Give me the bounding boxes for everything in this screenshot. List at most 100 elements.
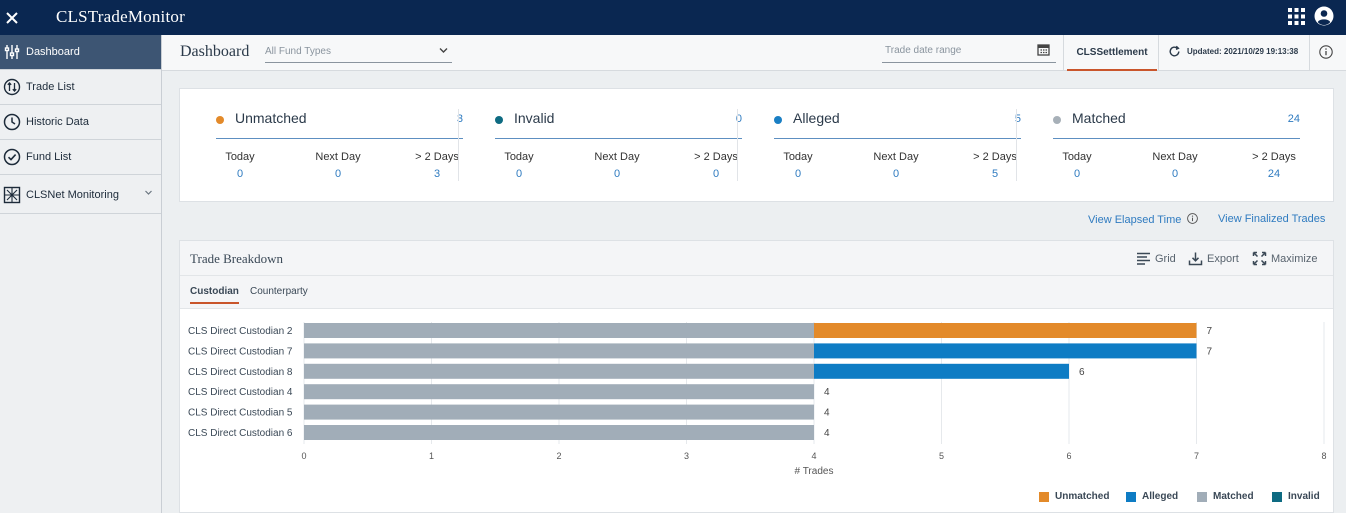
sidebar-item-fund-list[interactable]: Fund List (0, 140, 161, 175)
trade-date-range-input[interactable]: Trade date range (882, 42, 1056, 63)
stat-unmatched[interactable]: Unmatched 3 Today 0 Next Day 0 > 2 Days 3 (180, 89, 463, 201)
grid-label: Grid (1155, 252, 1176, 265)
stat-gt2-value[interactable]: 24 (1267, 168, 1281, 180)
panel-title: Trade Breakdown (190, 251, 284, 266)
tab-counterparty[interactable]: Counterparty (250, 286, 308, 297)
stat-today-value[interactable]: 0 (794, 168, 802, 180)
sidebar-item-label: Dashboard (26, 46, 80, 58)
stat-col-label: > 2 Days (973, 151, 1017, 163)
stat-invalid[interactable]: Invalid 0 Today 0 Next Day 0 > 2 Days 0 (459, 89, 742, 201)
stat-gt2: > 2 Days 3 (402, 151, 472, 180)
stat-count[interactable]: 0 (735, 113, 742, 125)
stat-gt2-value[interactable]: 5 (991, 168, 999, 180)
stat-count[interactable]: 5 (1014, 113, 1021, 125)
sidebar-item-label: Fund List (26, 151, 72, 163)
sliders-icon (4, 45, 20, 59)
stat-name: Unmatched (235, 110, 307, 126)
stat-col-label: Next Day (873, 151, 919, 163)
stat-today: Today 0 (205, 151, 275, 180)
info-icon[interactable] (1187, 213, 1199, 224)
stat-alleged[interactable]: Alleged 5 Today 0 Next Day 0 > 2 Days 5 (738, 89, 1021, 201)
stat-name: Alleged (793, 110, 840, 126)
status-summary-card: Unmatched 3 Today 0 Next Day 0 > 2 Days 3 I… (179, 88, 1334, 202)
legend-alleged[interactable]: Alleged (1126, 491, 1178, 502)
legend-matched[interactable]: Matched (1197, 491, 1254, 502)
stat-today: Today 0 (763, 151, 833, 180)
sidebar-item-historic-data[interactable]: Historic Data (0, 105, 161, 140)
refresh-icon[interactable] (1168, 45, 1181, 58)
maximize-icon (1252, 251, 1267, 266)
status-dot (216, 116, 224, 124)
stat-count[interactable]: 24 (1287, 113, 1300, 125)
elapsed-link-label: View Elapsed Time (1088, 214, 1182, 226)
stat-gt2-value[interactable]: 3 (433, 168, 441, 180)
sidebar-item-label: Historic Data (26, 116, 89, 128)
stat-today-value[interactable]: 0 (515, 168, 523, 180)
legend-invalid[interactable]: Invalid (1272, 491, 1320, 502)
view-elapsed-time-link[interactable]: View Elapsed Time (1088, 213, 1199, 226)
stat-next-day: Next Day 0 (303, 151, 373, 180)
maximize-button[interactable]: Maximize (1252, 251, 1317, 266)
stat-gt2-value[interactable]: 0 (712, 168, 720, 180)
user-account-icon[interactable] (1314, 6, 1334, 26)
info-icon[interactable] (1319, 45, 1333, 59)
stat-count[interactable]: 3 (456, 113, 463, 125)
breakdown-tabs: Custodian Counterparty (180, 276, 1333, 309)
stat-col-label: Today (504, 151, 534, 163)
stat-gt2: > 2 Days 5 (960, 151, 1030, 180)
close-icon[interactable] (3, 9, 21, 27)
sidebar-item-clsnet-monitoring[interactable]: CLSNet Monitoring (0, 176, 161, 214)
sidebar-item-label: CLSNet Monitoring (26, 188, 119, 201)
page-header: Dashboard All Fund Types Trade date rang… (162, 35, 1346, 71)
stat-next-day-value[interactable]: 0 (1171, 168, 1179, 180)
legend-swatch (1039, 491, 1049, 502)
page-title: Dashboard (180, 43, 250, 60)
divider (737, 109, 738, 181)
chevron-down-icon (439, 48, 448, 53)
legend-swatch (1272, 491, 1282, 502)
status-dot (1053, 116, 1061, 124)
stat-col-label: Today (783, 151, 813, 163)
download-icon (1188, 252, 1203, 266)
stat-next-day-value[interactable]: 0 (334, 168, 342, 180)
stat-next-day-value[interactable]: 0 (892, 168, 900, 180)
tab-cls-settlement[interactable]: CLSSettlement (1067, 35, 1157, 71)
chevron-down-icon[interactable] (144, 188, 153, 197)
stat-col-label: Next Day (1152, 151, 1198, 163)
sidebar: Dashboard Trade List Historic Data Fund … (0, 35, 162, 513)
stat-gt2: > 2 Days 24 (1239, 151, 1309, 180)
stat-name: Invalid (514, 110, 555, 126)
updated-status: Updated: 2021/10/29 19:13:38 (1168, 45, 1298, 58)
stat-next-day-value[interactable]: 0 (613, 168, 621, 180)
grid-button[interactable]: Grid (1136, 251, 1176, 266)
status-dot (774, 116, 782, 124)
fund-type-placeholder: All Fund Types (265, 46, 331, 57)
legend-unmatched[interactable]: Unmatched (1039, 491, 1109, 502)
network-icon (3, 186, 21, 203)
legend-swatch (1197, 491, 1207, 502)
top-bar: CLSTradeMonitor (0, 0, 1346, 35)
legend-label: Alleged (1142, 491, 1179, 502)
sidebar-item-dashboard[interactable]: Dashboard (0, 35, 161, 70)
stat-matched[interactable]: Matched 24 Today 0 Next Day 0 > 2 Days 24 (1017, 89, 1300, 201)
stat-col-label: > 2 Days (415, 151, 459, 163)
stat-today-value[interactable]: 0 (1073, 168, 1081, 180)
tab-custodian[interactable]: Custodian (190, 286, 239, 304)
fund-type-select[interactable]: All Fund Types (265, 42, 452, 63)
view-finalized-trades-link[interactable]: View Finalized Trades (1218, 213, 1326, 225)
legend-label: Unmatched (1055, 491, 1110, 502)
apps-grid-icon[interactable] (1288, 8, 1305, 25)
export-button[interactable]: Export (1188, 251, 1239, 266)
date-range-placeholder: Trade date range (885, 45, 962, 56)
swap-arrows-icon (3, 78, 21, 96)
clock-icon (3, 113, 21, 131)
stat-next-day: Next Day 0 (1140, 151, 1210, 180)
sidebar-item-trade-list[interactable]: Trade List (0, 70, 161, 105)
stat-today-value[interactable]: 0 (236, 168, 244, 180)
legend-label: Invalid (1288, 491, 1320, 502)
stat-next-day: Next Day 0 (861, 151, 931, 180)
calendar-icon[interactable] (1037, 43, 1050, 56)
sidebar-item-label: Trade List (26, 81, 75, 93)
stat-col-label: Today (225, 151, 255, 163)
stat-col-label: Next Day (315, 151, 361, 163)
